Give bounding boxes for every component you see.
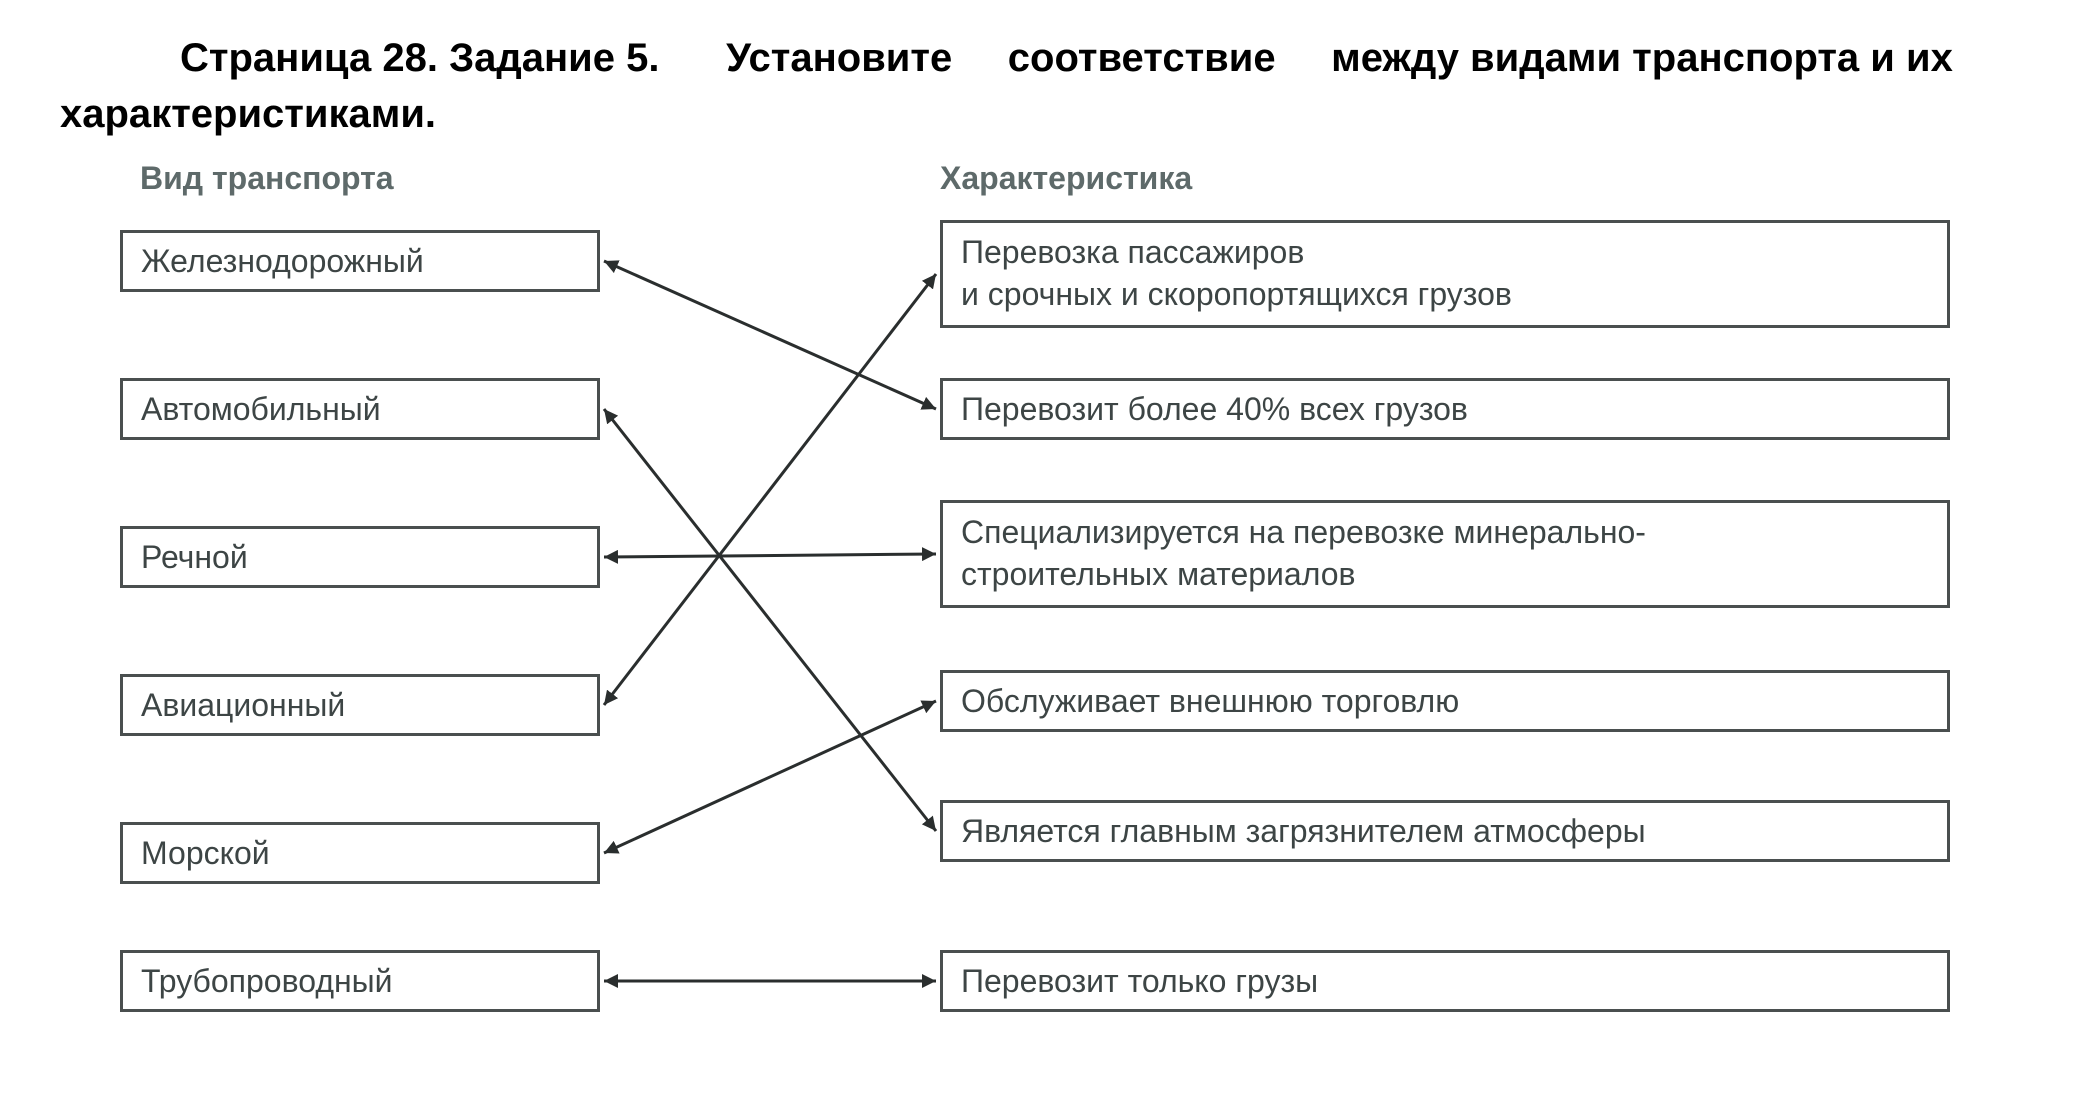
- left-box-label: Авиационный: [141, 687, 345, 724]
- left-box-label: Речной: [141, 539, 248, 576]
- right-box-label: Является главным загрязнителем атмосферы: [961, 813, 1646, 850]
- match-arrow: [604, 701, 936, 853]
- right-box-label: Перевозит более 40% всех грузов: [961, 391, 1468, 428]
- match-arrow: [604, 409, 936, 831]
- right-box-label: Перевозит только грузы: [961, 963, 1318, 1000]
- left-box-label: Железнодорожный: [141, 243, 424, 280]
- match-arrow: [604, 261, 936, 409]
- left-box-label: Автомобильный: [141, 391, 381, 428]
- right-box: Перевозка пассажиров и срочных и скоропо…: [940, 220, 1950, 328]
- column-header-left: Вид транспорта: [140, 160, 394, 197]
- right-box: Обслуживает внешнюю торговлю: [940, 670, 1950, 732]
- right-box-label: Специализируется на перевозке минерально…: [961, 512, 1646, 595]
- right-box: Специализируется на перевозке минерально…: [940, 500, 1950, 608]
- left-box: Железнодорожный: [120, 230, 600, 292]
- column-header-right: Характеристика: [940, 160, 1192, 197]
- right-box: Перевозит только грузы: [940, 950, 1950, 1012]
- right-box: Перевозит более 40% всех грузов: [940, 378, 1950, 440]
- left-box-label: Трубопроводный: [141, 963, 393, 1000]
- right-box-label: Перевозка пассажиров и срочных и скоропо…: [961, 232, 1512, 315]
- match-arrow: [604, 274, 936, 705]
- left-box: Авиационный: [120, 674, 600, 736]
- left-box-label: Морской: [141, 835, 270, 872]
- left-box: Трубопроводный: [120, 950, 600, 1012]
- left-box: Речной: [120, 526, 600, 588]
- matching-diagram: Вид транспорта Характеристика Железнодор…: [120, 160, 1970, 1080]
- left-box: Автомобильный: [120, 378, 600, 440]
- right-box-label: Обслуживает внешнюю торговлю: [961, 683, 1459, 720]
- match-arrow: [604, 554, 936, 557]
- question-text: Страница 28. Задание 5. Установите соотв…: [60, 30, 2029, 142]
- right-box: Является главным загрязнителем атмосферы: [940, 800, 1950, 862]
- left-box: Морской: [120, 822, 600, 884]
